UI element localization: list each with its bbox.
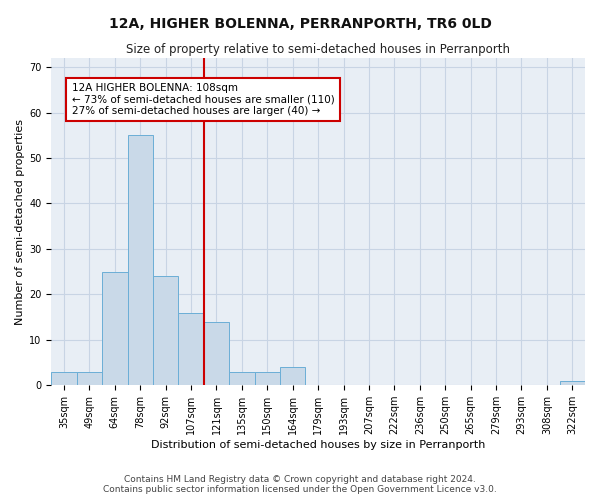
Bar <box>102 272 128 385</box>
Bar <box>229 372 254 385</box>
Bar <box>178 312 204 385</box>
Text: 12A HIGHER BOLENNA: 108sqm
← 73% of semi-detached houses are smaller (110)
27% o: 12A HIGHER BOLENNA: 108sqm ← 73% of semi… <box>71 83 334 116</box>
Bar <box>153 276 178 385</box>
Bar <box>204 322 229 385</box>
Bar <box>51 372 77 385</box>
Bar <box>280 367 305 385</box>
Bar <box>128 136 153 385</box>
Bar <box>77 372 102 385</box>
Bar <box>254 372 280 385</box>
Text: Contains HM Land Registry data © Crown copyright and database right 2024.
Contai: Contains HM Land Registry data © Crown c… <box>103 474 497 494</box>
Title: Size of property relative to semi-detached houses in Perranporth: Size of property relative to semi-detach… <box>126 42 510 56</box>
X-axis label: Distribution of semi-detached houses by size in Perranporth: Distribution of semi-detached houses by … <box>151 440 485 450</box>
Y-axis label: Number of semi-detached properties: Number of semi-detached properties <box>15 118 25 324</box>
Text: 12A, HIGHER BOLENNA, PERRANPORTH, TR6 0LD: 12A, HIGHER BOLENNA, PERRANPORTH, TR6 0L… <box>109 18 491 32</box>
Bar <box>560 380 585 385</box>
